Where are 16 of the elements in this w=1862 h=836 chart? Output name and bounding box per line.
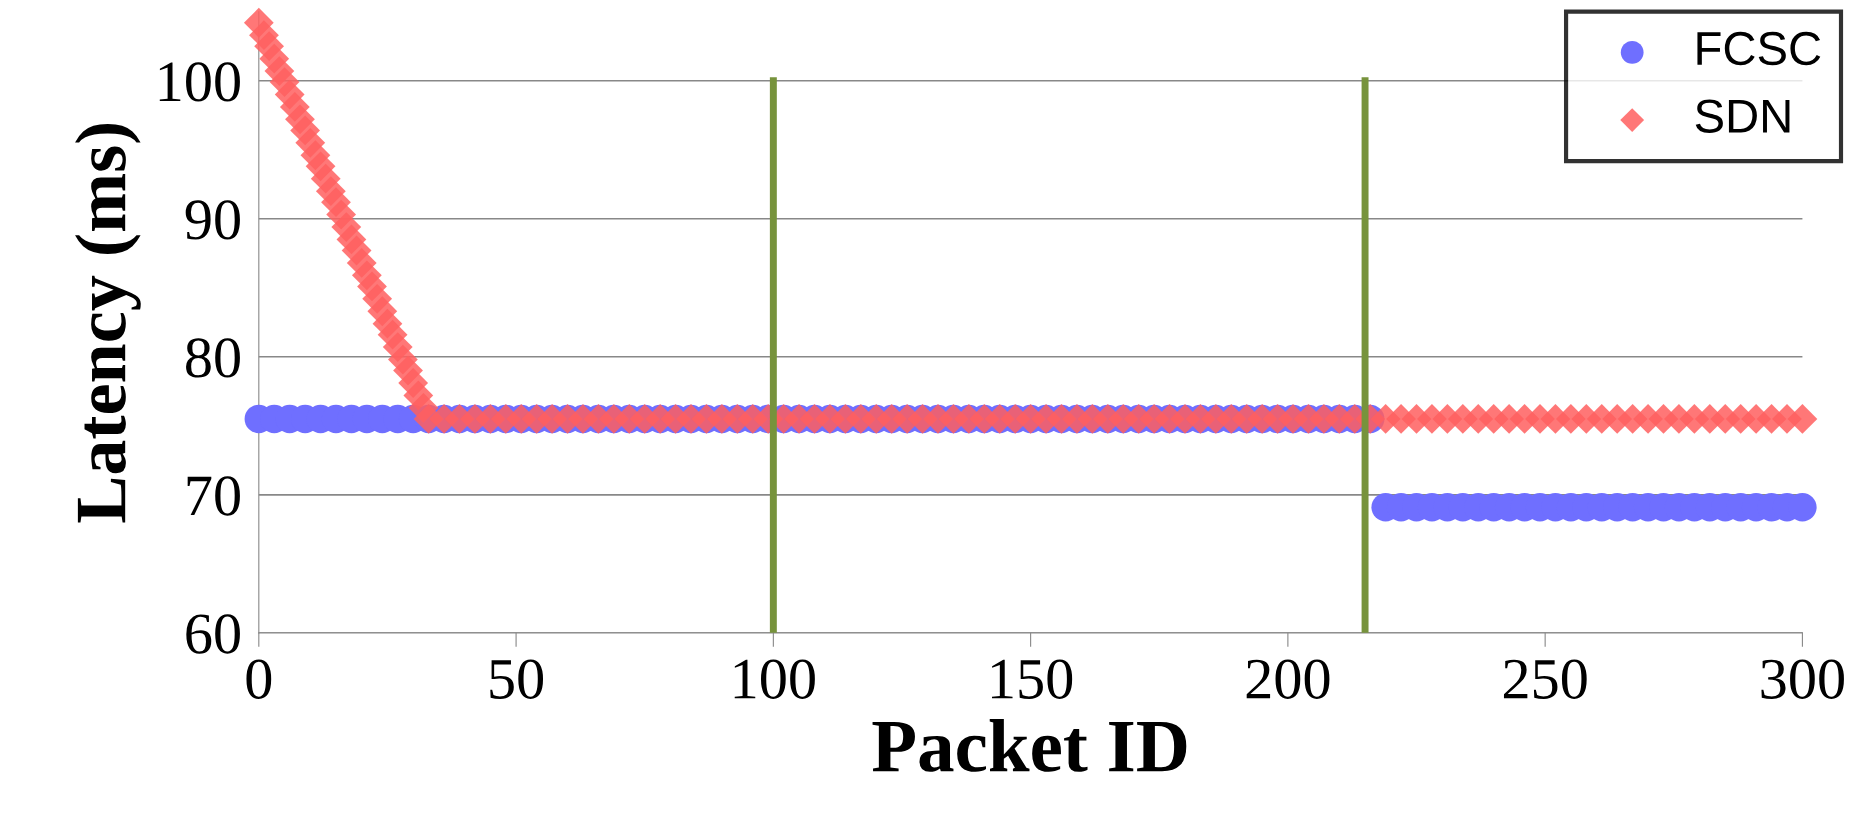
x-tick-label: 250 — [1503, 659, 1587, 699]
x-tick-label: 200 — [1246, 659, 1330, 699]
x-tick-label: 0 — [246, 659, 272, 699]
y-tick-label: 80 — [186, 338, 240, 378]
y-tick-label: 60 — [186, 614, 240, 654]
x-tick-label: 300 — [1761, 659, 1844, 699]
y-tick-label: 100 — [159, 62, 240, 102]
x-tick-label: 150 — [992, 659, 1073, 699]
x-axis-title: Packet ID — [872, 719, 1187, 772]
x-tick-label: 50 — [490, 659, 544, 699]
y-axis-title: Latency (ms) — [75, 123, 141, 523]
legend-label: FCSC — [1697, 31, 1821, 66]
x-tick-label: 100 — [734, 659, 815, 699]
y-tick-label: 70 — [187, 476, 240, 516]
legend-label: SDN — [1695, 99, 1790, 133]
y-tick-label: 90 — [185, 200, 240, 240]
